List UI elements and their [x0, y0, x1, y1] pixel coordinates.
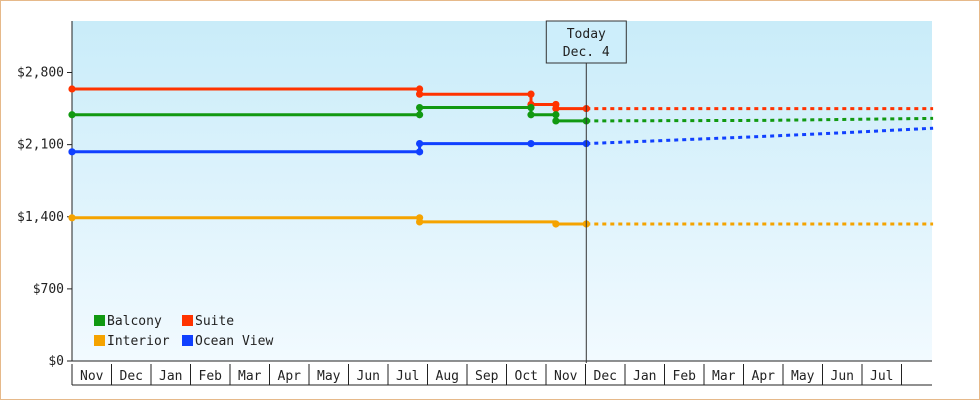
- x-tick-label: Jul: [870, 369, 893, 384]
- data-point: [552, 104, 560, 113]
- x-tick-label: Jun: [357, 369, 380, 384]
- x-tick-label: Sep: [475, 369, 499, 384]
- series-balcony: [68, 103, 934, 125]
- forecast-line: [586, 126, 934, 146]
- forecast-line: [586, 116, 934, 123]
- legend-swatch: [182, 335, 193, 346]
- data-point: [527, 111, 535, 119]
- x-tick-label: Mar: [238, 369, 262, 384]
- x-tick-label: Apr: [752, 369, 776, 384]
- data-point: [416, 218, 424, 226]
- today-box: [545, 20, 627, 64]
- x-tick-label: Feb: [199, 369, 223, 384]
- legend-label: Suite: [195, 314, 234, 329]
- x-tick-label: Feb: [673, 369, 697, 384]
- legend-label: Interior: [107, 334, 170, 349]
- x-tick-label: Jan: [159, 369, 182, 384]
- y-tick-label: $700: [33, 282, 64, 297]
- legend-label: Balcony: [107, 314, 162, 329]
- data-point: [416, 148, 424, 156]
- today-date: Dec. 4: [563, 45, 610, 60]
- legend: Balcony Suite Interior Ocean View: [94, 314, 273, 349]
- y-tick-label: $2,100: [17, 138, 64, 153]
- y-tick-label: $0: [48, 354, 64, 369]
- x-tick-label: May: [317, 369, 341, 384]
- data-point: [552, 111, 560, 119]
- x-tick-label: May: [791, 369, 815, 384]
- series-interior: [68, 214, 934, 228]
- data-point: [416, 85, 424, 93]
- x-tick-label: Jan: [633, 369, 656, 384]
- x-tick-label: Dec: [120, 369, 143, 384]
- x-tick-label: Dec: [594, 369, 617, 384]
- series-line: [72, 216, 587, 226]
- data-point: [416, 103, 424, 112]
- data-point: [416, 111, 424, 119]
- series-lines: [68, 85, 934, 228]
- data-point: [68, 111, 76, 119]
- today-marker: Today Dec. 4: [545, 20, 627, 363]
- y-tick-label: $1,400: [17, 210, 64, 225]
- today-label: Today: [567, 27, 606, 42]
- data-point: [416, 90, 424, 98]
- y-tick-label: $2,800: [17, 66, 64, 81]
- legend-swatch: [94, 315, 105, 326]
- plot-background: [72, 21, 932, 361]
- data-point: [68, 148, 76, 156]
- data-point: [552, 117, 560, 125]
- x-tick-label: Mar: [712, 369, 736, 384]
- data-point: [68, 214, 76, 222]
- series-suite: [68, 85, 934, 113]
- data-point: [527, 140, 535, 148]
- x-tick-label: Oct: [515, 369, 538, 384]
- x-tick-label: Aug: [436, 369, 459, 384]
- data-point: [527, 90, 535, 98]
- data-point: [527, 103, 535, 112]
- data-point: [416, 140, 424, 148]
- data-point: [68, 85, 76, 93]
- legend-label: Ocean View: [195, 334, 273, 349]
- x-tick-label: Nov: [80, 369, 104, 384]
- x-tick-label: Nov: [554, 369, 578, 384]
- legend-swatch: [94, 335, 105, 346]
- data-point: [552, 220, 560, 228]
- x-tick-label: Jul: [396, 369, 419, 384]
- x-tick-label: Jun: [831, 369, 854, 384]
- x-tick-label: Apr: [278, 369, 302, 384]
- legend-swatch: [182, 315, 193, 326]
- axes: $0 $700 $1,400 $2,100 $2,800 Nov Dec Jan Feb Mar A…: [17, 21, 932, 386]
